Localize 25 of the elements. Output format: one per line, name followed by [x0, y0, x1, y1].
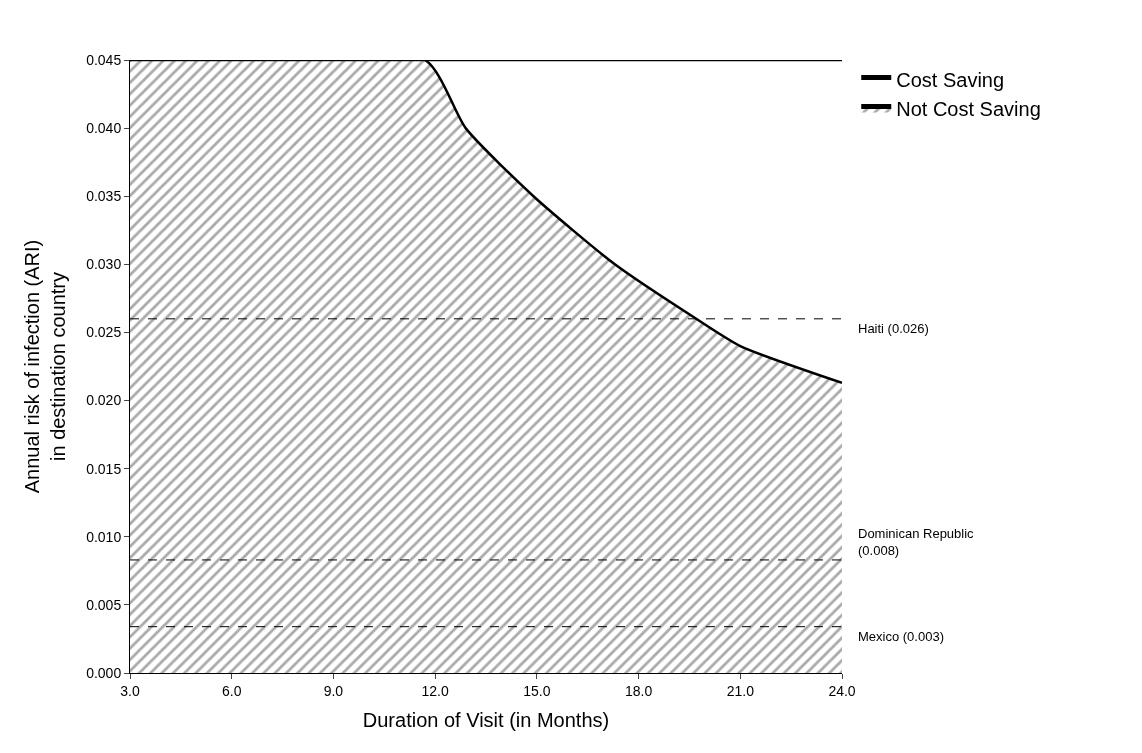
x-tick-label: 15.0 [523, 682, 551, 699]
ref-line-label: Mexico (0.003) [858, 629, 944, 644]
x-tick-label: 6.0 [221, 682, 242, 699]
y-tick-label: 0.000 [86, 664, 122, 681]
y-tick-label: 0.040 [86, 120, 122, 137]
y-tick-label: 0.025 [86, 324, 122, 341]
x-axis-title: Duration of Visit (in Months) [362, 709, 610, 732]
x-tick-label: 3.0 [120, 682, 140, 699]
y-tick-label: 0.045 [86, 51, 122, 68]
ref-line-label: Dominican Republic (0.008) [858, 526, 975, 558]
x-tick-label: 9.0 [323, 682, 344, 699]
y-tick-label: 0.010 [86, 528, 122, 545]
ref-line-label: Haiti (0.026) [858, 321, 929, 336]
legend-label: Not Cost Saving [896, 98, 1041, 121]
y-tick-label: 0.005 [86, 596, 122, 613]
y-tick-label: 0.020 [86, 392, 122, 409]
y-axis-title: Annual risk of infection (ARI) in destination country [20, 239, 69, 494]
y-tick-label: 0.035 [86, 188, 122, 205]
x-tick-label: 21.0 [726, 682, 755, 699]
legend-label: Cost Saving [896, 69, 1005, 92]
x-tick-label: 24.0 [828, 682, 856, 699]
y-tick-label: 0.015 [86, 460, 122, 477]
x-tick-label: 12.0 [421, 682, 449, 699]
x-tick-label: 18.0 [624, 682, 653, 699]
y-tick-label: 0.030 [86, 256, 122, 273]
